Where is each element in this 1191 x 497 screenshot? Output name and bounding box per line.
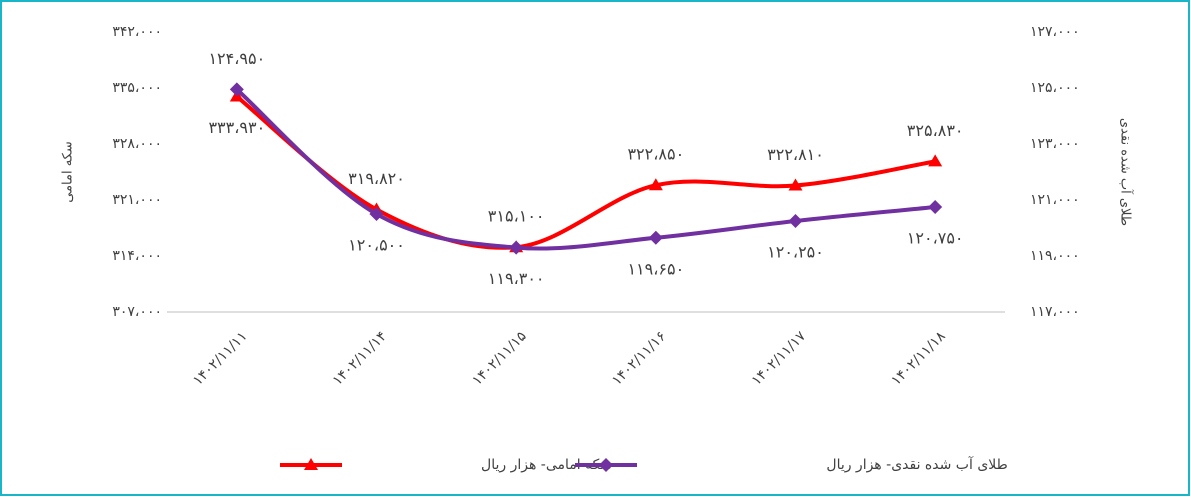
- y-tick-label: ۳۲۸،۰۰۰: [112, 136, 162, 152]
- legend-label: سکه امامی- هزار ریال: [481, 457, 612, 473]
- data-point: [648, 178, 663, 191]
- data-point: [229, 82, 244, 97]
- data-point: [369, 207, 384, 221]
- y-axis-title: سکه امامی: [61, 141, 76, 203]
- data-point: [928, 154, 943, 167]
- y2-tick-label: ۱۱۹،۰۰۰: [1030, 248, 1080, 264]
- data-point: [788, 178, 803, 191]
- series-line: [234, 87, 938, 251]
- data-point: [509, 240, 524, 255]
- data-label: ۱۲۰،۷۵۰: [907, 229, 964, 248]
- series-line: [234, 94, 938, 250]
- y-tick-label: ۳۱۴،۰۰۰: [112, 248, 162, 264]
- y-tick-label: ۳۴۲،۰۰۰: [112, 24, 162, 40]
- data-label: ۳۱۵،۱۰۰: [488, 207, 545, 226]
- data-label: ۳۳۳،۹۳۰: [208, 118, 265, 137]
- data-point: [928, 200, 943, 214]
- y-tick-label: ۳۳۵،۰۰۰: [112, 80, 162, 96]
- data-label: ۱۲۰،۵۰۰: [348, 236, 405, 255]
- y-tick-label: ۳۰۷،۰۰۰: [112, 304, 162, 320]
- legend-label: طلای آب شده نقدی- هزار ریال: [826, 456, 1007, 473]
- y-tick-label: ۳۲۱،۰۰۰: [112, 192, 162, 208]
- data-point: [648, 230, 663, 245]
- y2-tick-label: ۱۱۷،۰۰۰: [1030, 304, 1080, 320]
- legend-marker: [599, 458, 613, 472]
- data-label: ۱۲۰،۲۵۰: [767, 243, 824, 262]
- data-label: ۳۲۵،۸۳۰: [907, 121, 964, 140]
- y2-tick-label: ۱۲۳،۰۰۰: [1030, 136, 1080, 152]
- y2-tick-label: ۱۲۱،۰۰۰: [1030, 192, 1080, 208]
- data-label: ۳۲۲،۸۱۰: [767, 145, 824, 164]
- data-label: ۳۱۹،۸۲۰: [348, 169, 405, 188]
- legend-marker: [304, 458, 318, 470]
- y2-axis-title: طلای آب شده نقدی: [1118, 118, 1135, 226]
- data-label: ۱۱۹،۳۰۰: [488, 269, 545, 288]
- y2-tick-label: ۱۲۵،۰۰۰: [1030, 80, 1080, 96]
- data-label: ۱۲۴،۹۵۰: [208, 49, 265, 68]
- data-label: ۱۱۹،۶۵۰: [627, 259, 684, 278]
- y2-tick-label: ۱۲۷،۰۰۰: [1030, 24, 1080, 40]
- data-label: ۳۲۲،۸۵۰: [627, 145, 684, 164]
- data-point: [788, 214, 803, 228]
